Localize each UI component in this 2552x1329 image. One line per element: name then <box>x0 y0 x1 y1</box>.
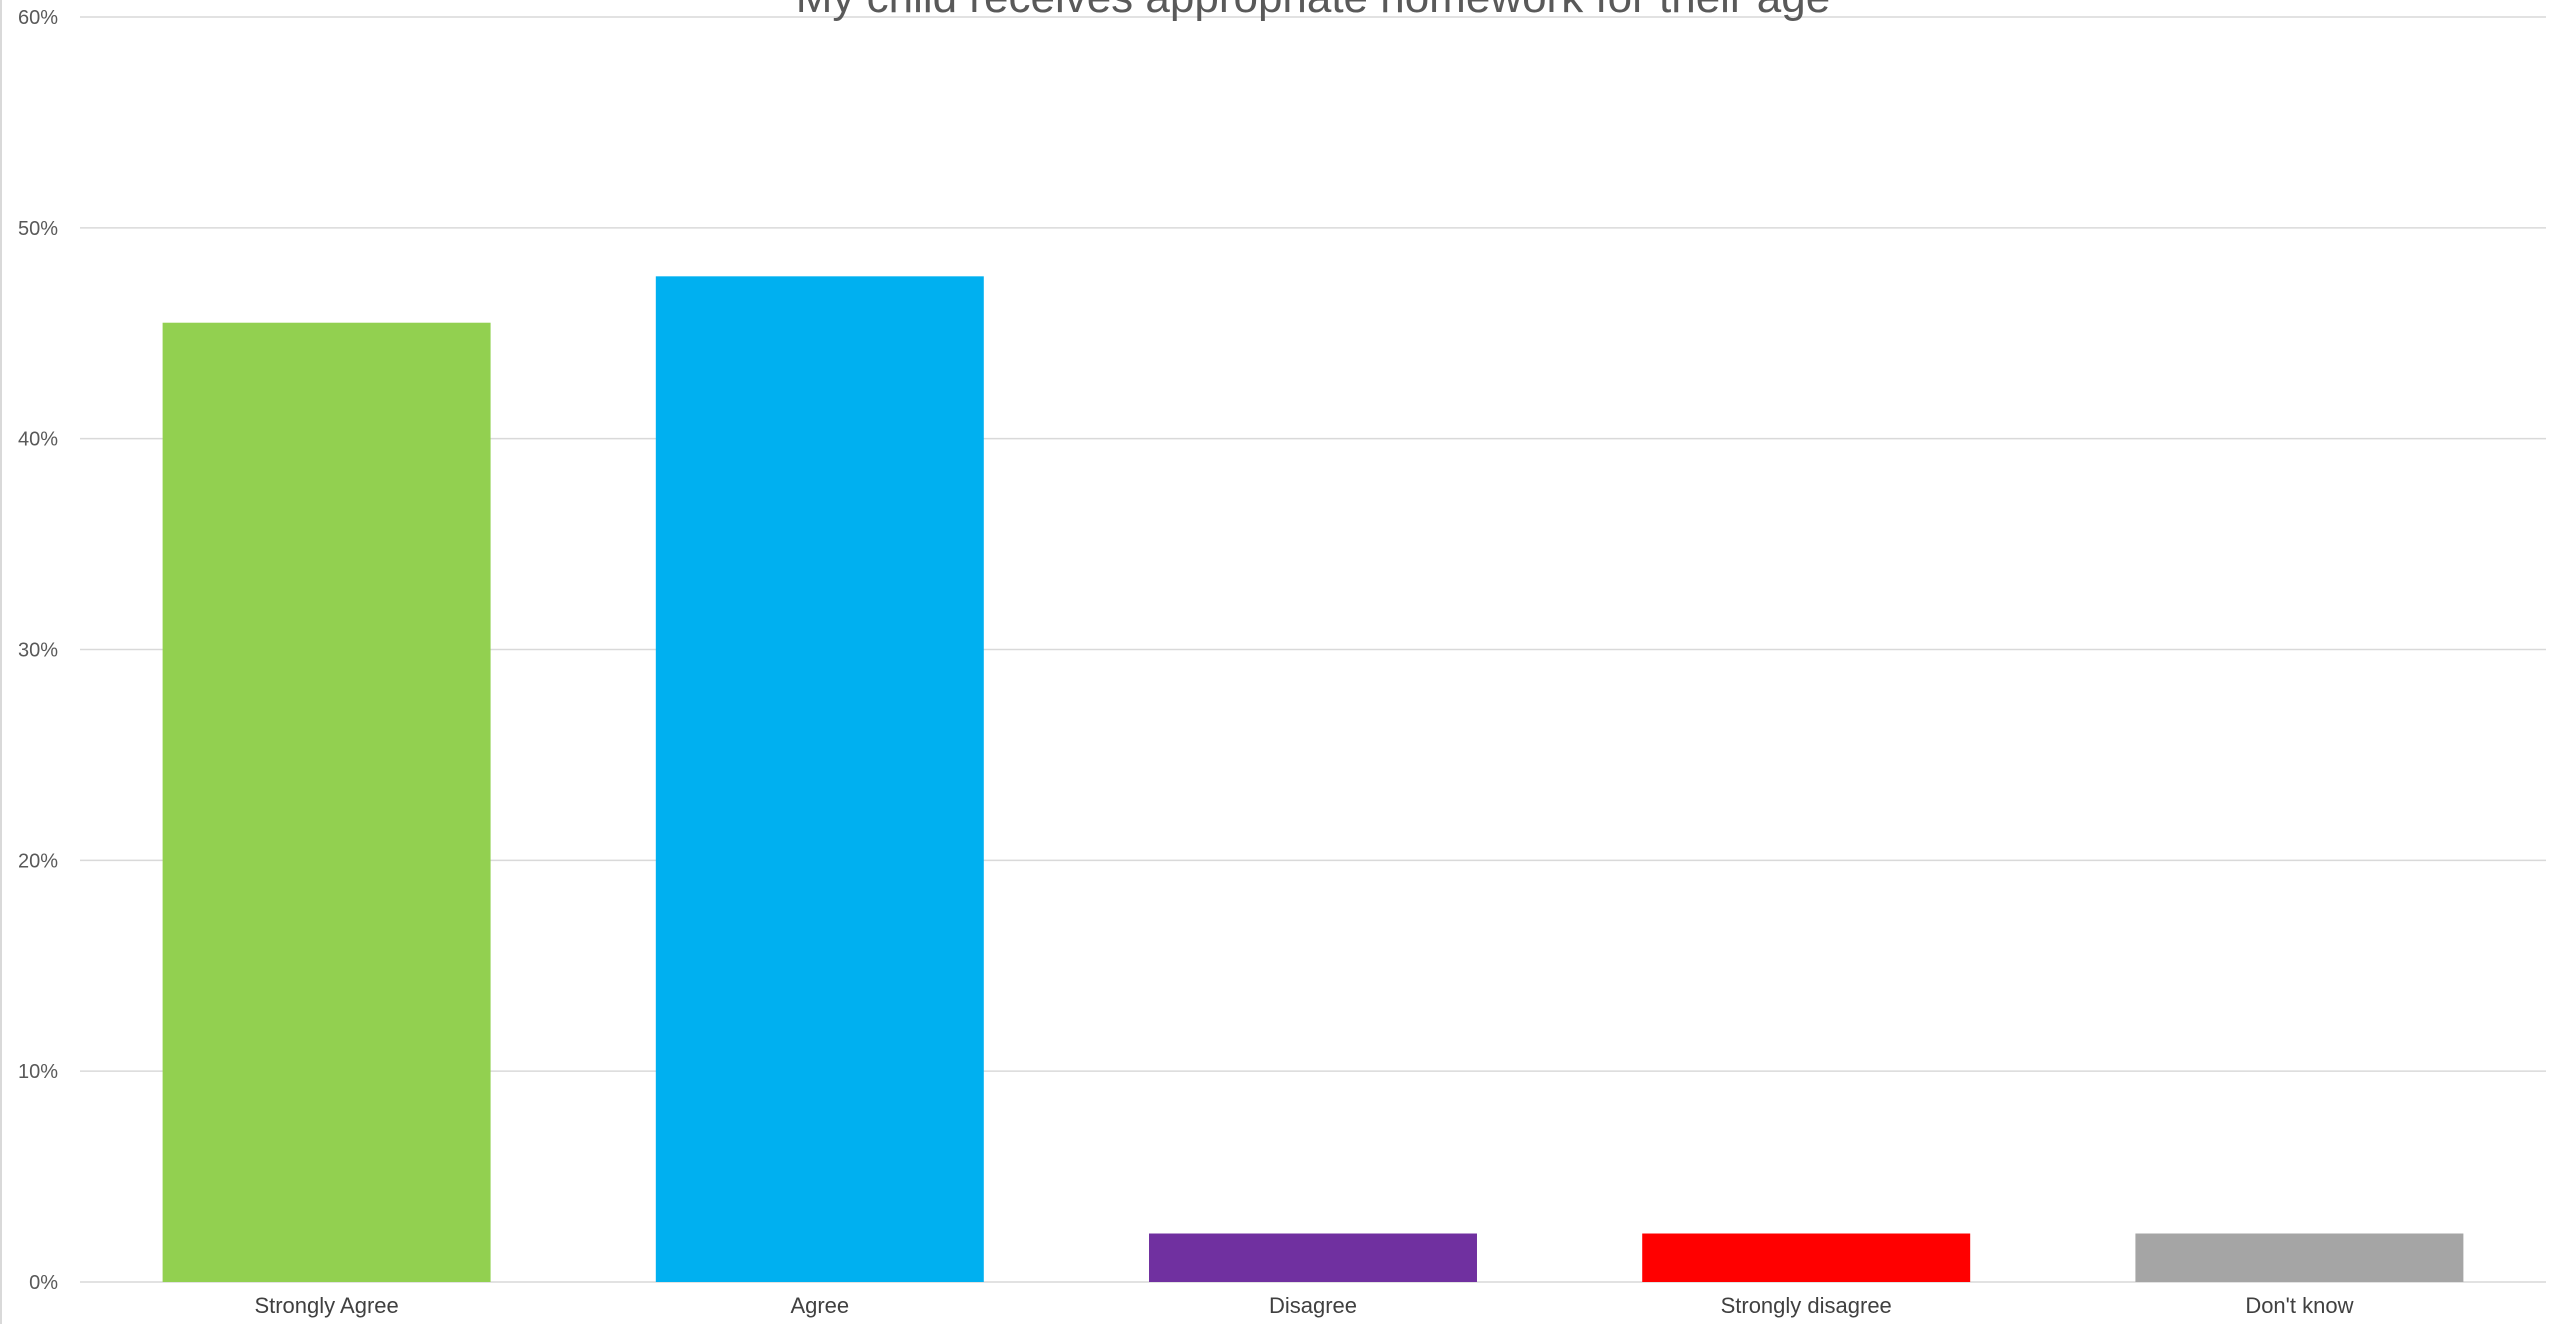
chart-title: My child receives appropriate homework f… <box>796 0 1830 22</box>
x-category-label: Strongly disagree <box>1721 1293 1892 1318</box>
bar-agree <box>655 276 984 1282</box>
y-tick-label: 10% <box>18 1061 58 1083</box>
y-tick-label: 0% <box>29 1272 58 1294</box>
gridlines <box>80 16 2546 1283</box>
bars <box>162 276 2464 1282</box>
y-tick-label: 40% <box>18 429 58 451</box>
x-category-label: Disagree <box>1269 1293 1357 1318</box>
x-category-label: Strongly Agree <box>254 1293 398 1318</box>
bar-strongly-agree <box>162 322 491 1282</box>
x-axis-labels: Strongly Agree Agree Disagree Strongly disa… <box>254 1293 2353 1318</box>
bar-disagree <box>1149 1233 1477 1282</box>
y-tick-label: 20% <box>18 850 58 872</box>
y-tick-label: 50% <box>18 218 58 240</box>
x-category-label: Don't know <box>2245 1293 2353 1318</box>
bar-strongly-disagree <box>1642 1233 1971 1282</box>
bar-don-t-know <box>2135 1233 2464 1282</box>
x-category-label: Agree <box>790 1293 849 1318</box>
y-tick-label: 60% <box>18 7 58 29</box>
y-tick-label: 30% <box>18 640 58 662</box>
y-axis-ticks: 0% 10% 20% 30% 40% 50% 60% <box>18 7 58 1294</box>
